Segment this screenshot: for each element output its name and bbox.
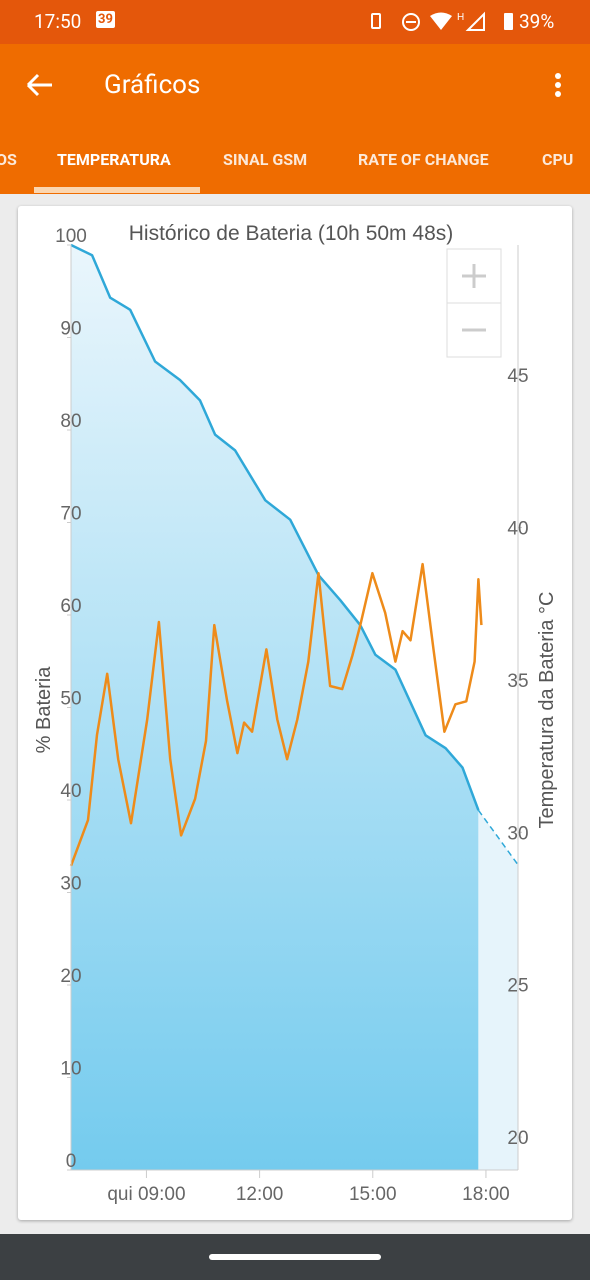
area <box>478 810 518 1170</box>
zoom-in[interactable] <box>462 264 486 288</box>
battery-level: 39% <box>519 10 555 33</box>
notification-badge: 39 <box>96 11 115 28</box>
tab[interactable]: CPU <box>542 150 574 169</box>
x-tick-label: qui 09:00 <box>107 1184 185 1205</box>
y-axis-label: % Bateria <box>33 666 55 754</box>
tab-indicator <box>34 187 200 193</box>
y2-tick-label: 40 <box>507 519 528 540</box>
x-tick-label: 18:00 <box>462 1184 510 1205</box>
tab[interactable]: OS <box>0 150 17 169</box>
status-bar: 17:50 39 H 39% <box>0 0 590 44</box>
y-tick-label: 80 <box>60 411 81 432</box>
line <box>70 243 480 811</box>
y-tick-label: 70 <box>60 504 81 525</box>
y2-tick-label: 45 <box>507 366 528 387</box>
tab-bar: OS TEMPERATURA SINAL GSM RATE OF CHANGE … <box>0 126 590 194</box>
line <box>477 809 519 866</box>
zoom-control <box>446 248 502 358</box>
y-tick-label: 90 <box>60 319 81 340</box>
svg-text:H: H <box>457 12 464 23</box>
y-tick-label: 50 <box>60 689 81 710</box>
line <box>69 562 483 867</box>
y-tick-label: 100 <box>55 226 87 247</box>
y-tick-label: 0 <box>66 1151 77 1172</box>
y2-tick-label: 30 <box>507 823 528 844</box>
home-pill[interactable] <box>209 1254 381 1260</box>
app-bar: Gráficos <box>0 44 590 126</box>
y-tick-label: 10 <box>60 1059 81 1080</box>
status-icons: H <box>371 11 513 31</box>
y-tick-label: 20 <box>60 966 81 987</box>
x-tick-label: 12:00 <box>236 1184 284 1205</box>
chart-title: Histórico de Bateria (10h 50m 48s) <box>129 222 454 245</box>
y-tick-label: 30 <box>60 874 81 895</box>
back-button[interactable] <box>26 72 54 98</box>
y2-axis-label: Temperatura da Bateria °C <box>536 591 558 828</box>
y2-tick-label: 25 <box>507 976 528 997</box>
y2-tick-label: 20 <box>507 1128 528 1149</box>
y2-tick-label: 35 <box>507 671 528 692</box>
tab[interactable]: TEMPERATURA <box>57 150 171 169</box>
app-title: Gráficos <box>104 70 201 100</box>
nav-bar <box>0 1234 590 1280</box>
y-tick-label: 40 <box>60 781 81 802</box>
menu-button[interactable] <box>552 72 564 100</box>
tab[interactable]: SINAL GSM <box>223 150 308 169</box>
tab[interactable]: RATE OF CHANGE <box>358 150 489 169</box>
clock: 17:50 <box>34 10 82 33</box>
chart: Histórico de Bateria (10h 50m 48s) % Bat… <box>33 222 558 1205</box>
x-tick-label: 15:00 <box>349 1184 397 1205</box>
y-tick-label: 60 <box>60 596 81 617</box>
